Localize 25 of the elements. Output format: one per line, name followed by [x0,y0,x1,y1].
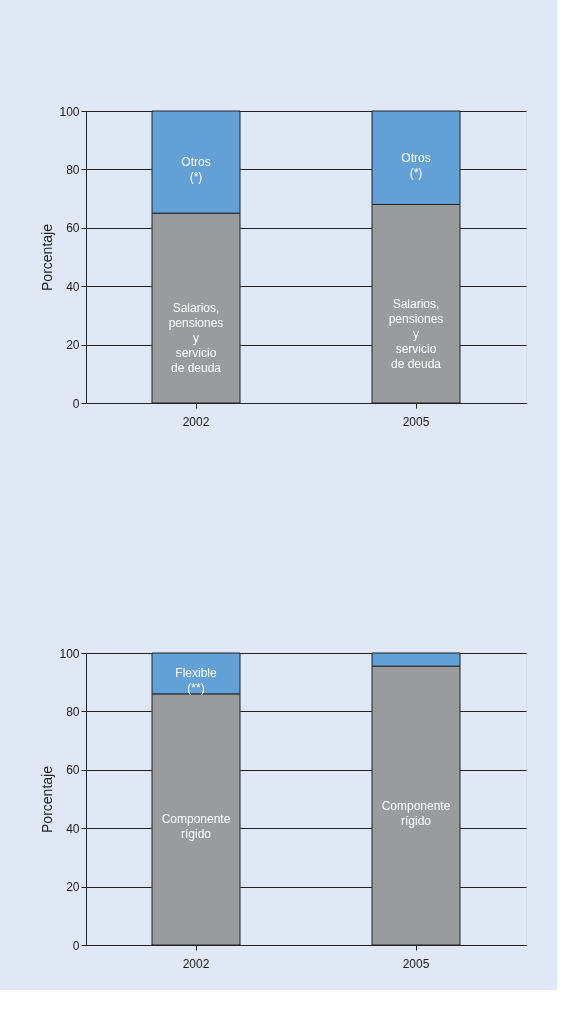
y-tick-label: 40 [66,821,80,836]
y-tick-label: 60 [66,221,80,236]
y-tick-label: 100 [59,104,80,119]
y-tick-label: 80 [66,704,80,719]
x-tick-label: 2005 [402,956,430,971]
x-tick-label: 2002 [182,414,210,429]
text: Otros (*) [181,155,211,185]
y-axis-title: Porcentaje [39,765,56,833]
y-axis-title: Porcentaje [39,223,56,291]
y-tick-label: 20 [66,880,80,895]
y-tick-label: 60 [66,763,80,778]
text: Salarios, pensiones y servicio de deuda [388,296,444,371]
y-tick-label: 20 [66,338,80,353]
y-tick-label: 100 [59,646,80,661]
series-label: Flexible (**) [175,666,217,696]
y-tick-label: 40 [66,279,80,294]
y-tick-label: 0 [72,938,80,953]
series-label: Componente rígido [161,812,231,842]
text: Componente rígido [381,798,451,828]
y-tick-label: 80 [66,162,80,177]
y-tick-label: 0 [72,396,80,411]
series-label: Otros (*) [401,150,431,180]
x-tick-label: 2002 [182,956,210,971]
x-tick-label: 2005 [402,414,430,429]
series-label: Salarios, pensiones y servicio de deuda [168,301,224,376]
